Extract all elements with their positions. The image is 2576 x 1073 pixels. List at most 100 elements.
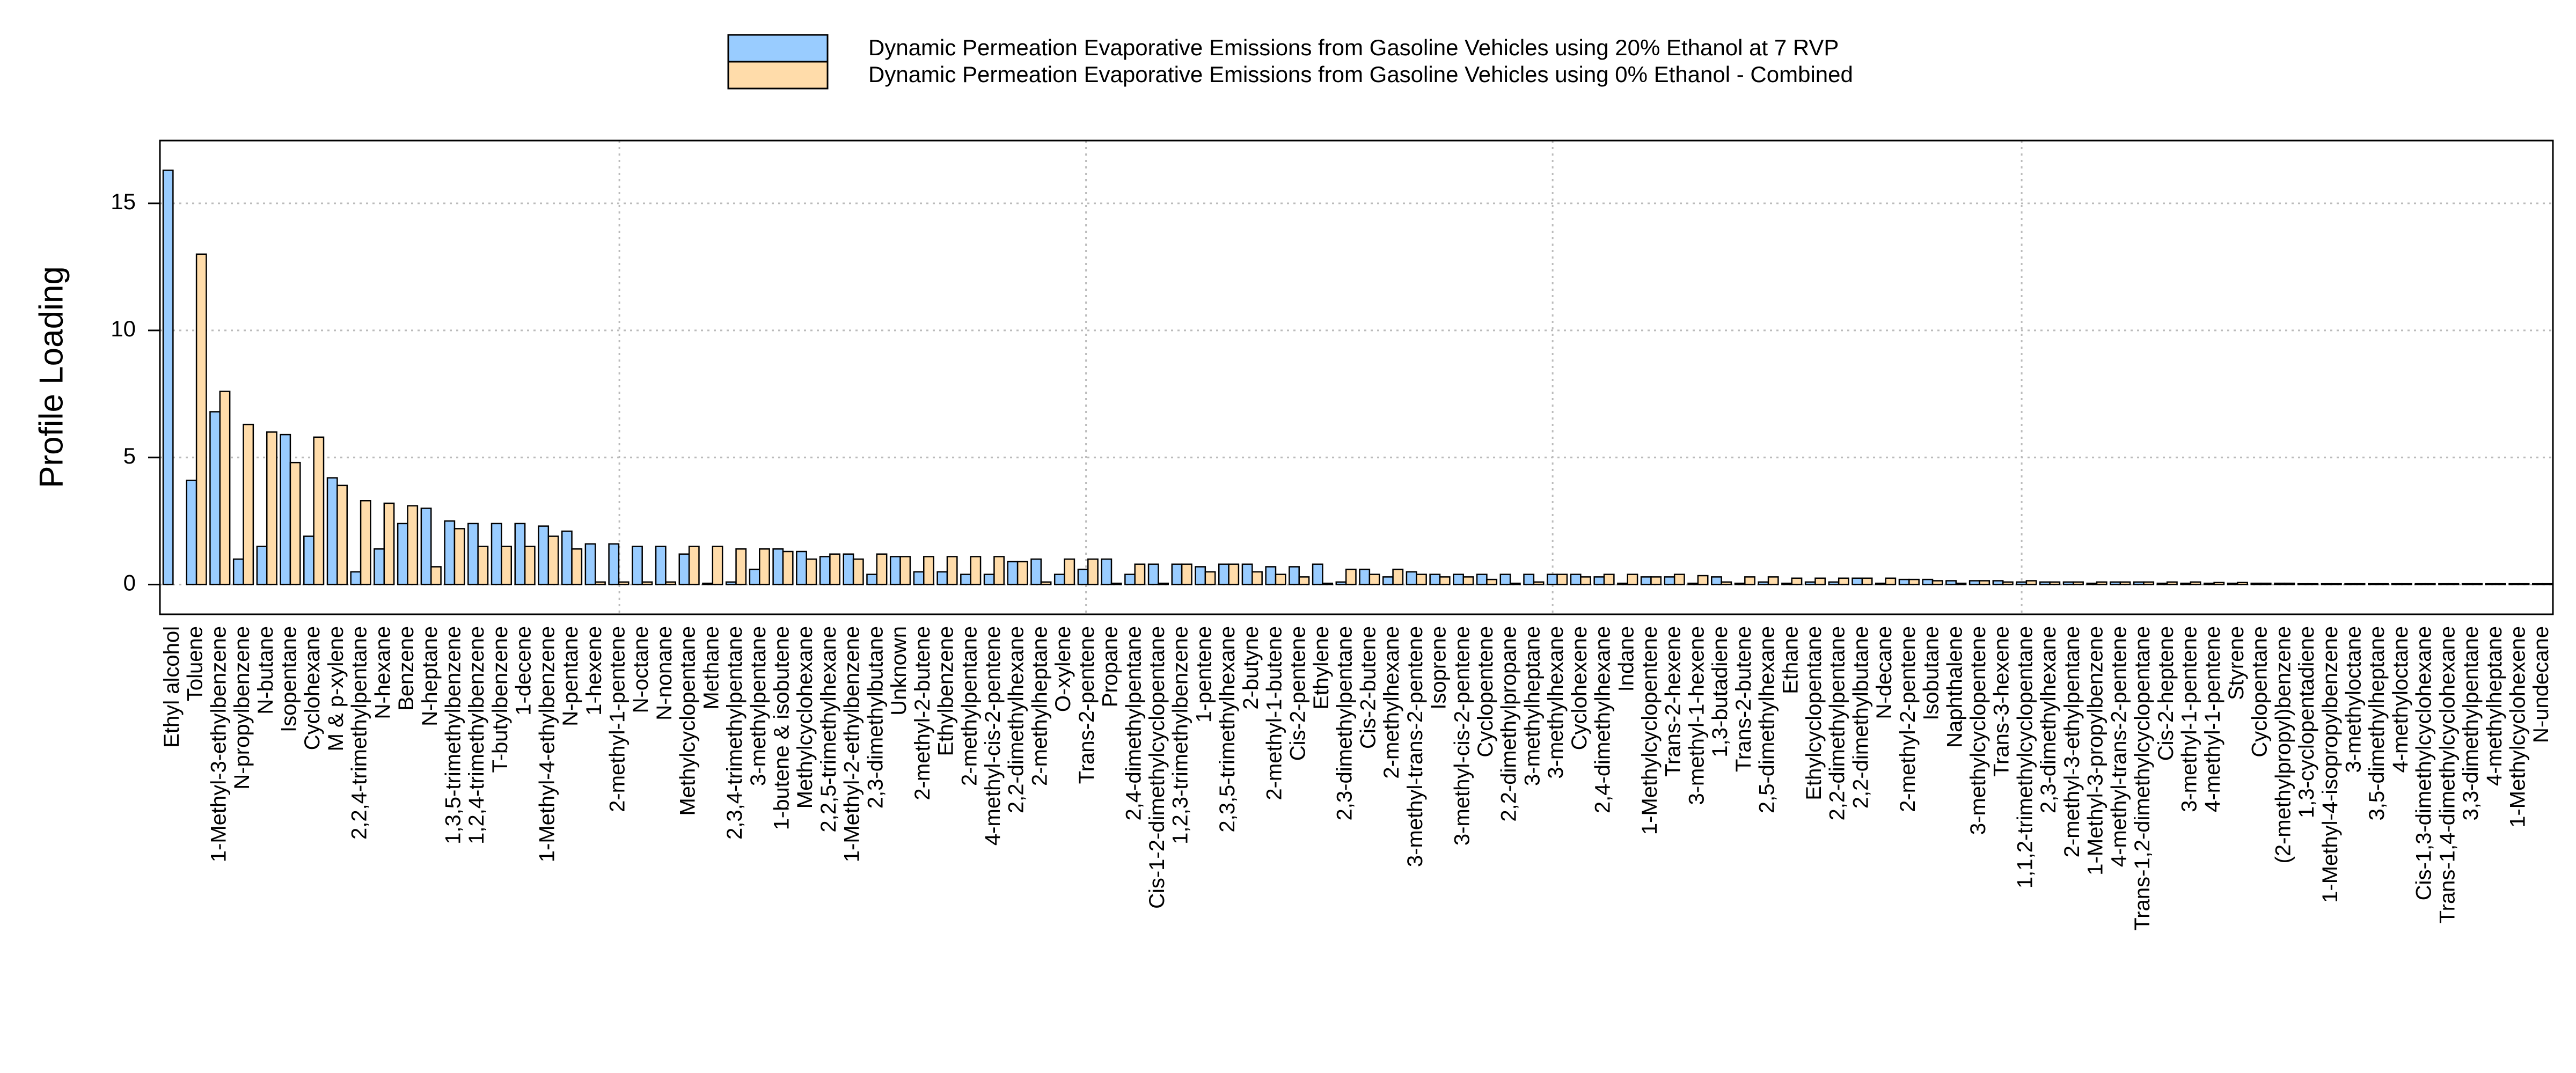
x-tick-label: 2,4-dimethylhexane bbox=[1591, 626, 1615, 813]
bar bbox=[1265, 566, 1277, 585]
x-tick-label: Cis-1-2-dimethylcyclopentane bbox=[1145, 626, 1169, 909]
x-tick-label: 1-Methyl-3-propylbenzene bbox=[2084, 626, 2107, 876]
bar bbox=[1945, 580, 1957, 585]
bar bbox=[608, 543, 620, 585]
bar bbox=[2110, 581, 2121, 585]
x-tick-label: 2-methyl-2-butene bbox=[911, 626, 934, 800]
bar bbox=[1322, 582, 1334, 585]
bar bbox=[1687, 582, 1699, 585]
bar bbox=[796, 550, 807, 585]
bar bbox=[2143, 581, 2155, 585]
bar bbox=[852, 558, 864, 585]
legend-label: Dynamic Permeation Evaporative Emissions… bbox=[868, 35, 1839, 60]
bar bbox=[243, 423, 254, 585]
bar bbox=[1781, 582, 1792, 585]
x-tick-label: 1-Methyl-4-isopropylbenzene bbox=[2318, 626, 2342, 903]
bar bbox=[491, 523, 502, 585]
bar bbox=[1640, 576, 1652, 585]
bar bbox=[1673, 574, 1685, 585]
x-tick-label: Isoprene bbox=[1427, 626, 1451, 710]
bar bbox=[960, 574, 971, 585]
x-tick-label: 2-methylhexane bbox=[1380, 626, 1403, 779]
x-tick-label: Unknown bbox=[887, 626, 911, 716]
x-tick-label: 1,3-cyclopentadiene bbox=[2295, 626, 2318, 818]
x-tick-label: Trans-2-hexene bbox=[1662, 626, 1685, 777]
bar bbox=[1077, 568, 1089, 585]
y-tick-label: 5 bbox=[123, 443, 136, 468]
x-tick-label: 1-Methyl-3-ethylbenzene bbox=[207, 626, 230, 862]
x-tick-label: Cyclopentene bbox=[1474, 626, 1497, 758]
x-tick-label: Ethylene bbox=[1309, 626, 1333, 710]
x-tick-label: Benzene bbox=[394, 626, 418, 711]
x-tick-label: 2-methylheptane bbox=[1028, 626, 1051, 786]
bar bbox=[1838, 577, 1849, 585]
x-tick-label: 3-methylcyclopentene bbox=[1966, 626, 1990, 835]
bar bbox=[712, 546, 723, 585]
bar bbox=[1664, 576, 1675, 585]
bar bbox=[1124, 574, 1136, 585]
bar bbox=[1382, 576, 1394, 585]
x-tick-label: Cis-2-heptene bbox=[2154, 626, 2178, 761]
bar bbox=[1312, 563, 1323, 585]
bar bbox=[2190, 581, 2201, 585]
bar bbox=[561, 530, 573, 585]
bar bbox=[2260, 582, 2272, 585]
bar bbox=[547, 535, 559, 585]
bar bbox=[430, 566, 442, 585]
bar bbox=[313, 436, 325, 585]
bar bbox=[383, 502, 395, 585]
x-tick-label: 4-methylheptane bbox=[2483, 626, 2506, 786]
bar bbox=[501, 546, 512, 585]
bar bbox=[1181, 563, 1192, 585]
bar bbox=[1228, 563, 1240, 585]
x-tick-label: 2,2-dimethylbutane bbox=[1849, 626, 1872, 809]
x-tick-label: 1-butene & isobutene bbox=[770, 626, 794, 830]
bar bbox=[1744, 576, 1755, 585]
bar bbox=[1453, 574, 1464, 585]
x-tick-label: N-butane bbox=[254, 626, 277, 715]
x-tick-label: Cyclohexene bbox=[1568, 626, 1591, 750]
bar bbox=[735, 548, 747, 585]
bar bbox=[1804, 581, 1816, 585]
bar bbox=[209, 411, 221, 585]
bar bbox=[1007, 561, 1019, 585]
bar bbox=[749, 568, 760, 585]
bar bbox=[289, 461, 301, 585]
bar bbox=[571, 548, 583, 585]
bar bbox=[1968, 580, 1980, 585]
x-tick-label: 2-methyl-1-butene bbox=[1263, 626, 1286, 800]
legend-label: Dynamic Permeation Evaporative Emissions… bbox=[868, 62, 1853, 87]
x-tick-label: (2-methylpropyl)benzene bbox=[2271, 626, 2295, 863]
plot-frame bbox=[159, 139, 2554, 615]
x-tick-label: Trans-2-butene bbox=[1732, 626, 1755, 772]
x-tick-label: 2,2,4-trimethylpentane bbox=[348, 626, 371, 840]
bar bbox=[655, 546, 667, 585]
x-tick-label: 2,5-dimethylhexane bbox=[1755, 626, 1779, 813]
y-axis-label: Profile Loading bbox=[33, 266, 70, 488]
y-tick-label: 0 bbox=[123, 570, 136, 596]
x-tick-label: O-xylene bbox=[1051, 626, 1075, 712]
bar bbox=[641, 581, 653, 585]
x-tick-label: Cyclopentane bbox=[2248, 626, 2272, 758]
bar bbox=[2002, 581, 2014, 585]
bar bbox=[374, 548, 385, 585]
bar bbox=[946, 556, 958, 585]
bar bbox=[782, 550, 794, 585]
bar bbox=[162, 170, 174, 585]
bar bbox=[2180, 582, 2192, 585]
x-tick-label: Trans-1,2-dimethylcyclopentane bbox=[2131, 626, 2154, 931]
bar bbox=[407, 505, 419, 585]
bar bbox=[477, 546, 489, 585]
bar bbox=[1040, 581, 1052, 585]
x-tick-label: 2,3,5-trimethylhexane bbox=[1216, 626, 1239, 833]
bar bbox=[1406, 571, 1417, 585]
bar bbox=[1016, 561, 1028, 585]
x-tick-label: 3-methylheptane bbox=[1520, 626, 1544, 786]
bar bbox=[2237, 582, 2248, 585]
bar bbox=[1101, 558, 1113, 585]
bar bbox=[1546, 574, 1558, 585]
x-tick-label: Methylcyclohexane bbox=[793, 626, 817, 809]
x-tick-label: T-butylbenzene bbox=[488, 626, 512, 773]
x-tick-label: 1,1,2-trimethylcyclopentane bbox=[2013, 626, 2037, 888]
bar bbox=[1580, 576, 1591, 585]
